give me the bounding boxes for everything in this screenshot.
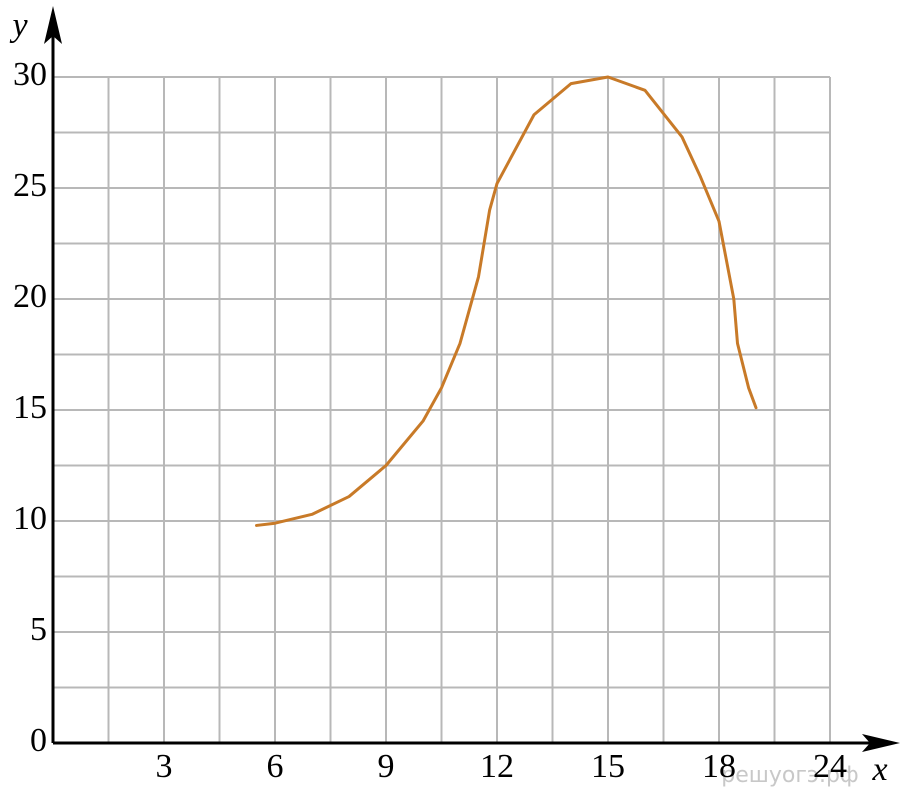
x-tick-label: 9 xyxy=(378,748,395,785)
y-tick-label: 25 xyxy=(13,167,47,204)
watermark: решуогэ.рф xyxy=(721,763,859,788)
y-tick-label: 30 xyxy=(13,56,47,93)
x-tick-label: 15 xyxy=(591,748,625,785)
y-tick-label: 15 xyxy=(13,389,47,426)
y-tick-label: 5 xyxy=(30,611,47,648)
x-tick-label: 18 xyxy=(702,748,736,785)
x-tick-label: 6 xyxy=(267,748,284,785)
y-axis-arrow xyxy=(44,6,62,44)
data-line xyxy=(255,75,758,527)
y-tick-label: 10 xyxy=(13,500,47,537)
y-axis-label: y xyxy=(9,7,28,44)
grid xyxy=(53,76,831,744)
x-axis-arrow xyxy=(862,734,900,752)
x-tick-label: 12 xyxy=(480,748,514,785)
x-tick-label: 24 xyxy=(813,748,847,785)
y-tick-label: 0 xyxy=(30,722,47,759)
x-tick-label: 3 xyxy=(156,748,173,785)
x-axis-label: x xyxy=(871,751,887,788)
y-tick-label: 20 xyxy=(13,278,47,315)
